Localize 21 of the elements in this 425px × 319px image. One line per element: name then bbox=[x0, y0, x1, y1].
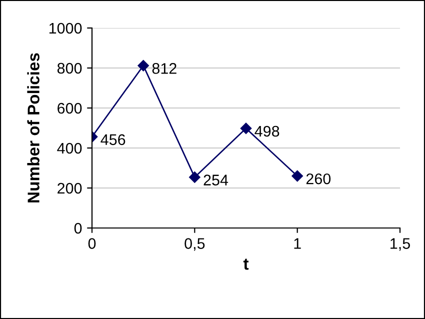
x-tick-label: 0 bbox=[88, 238, 96, 249]
point bbox=[292, 170, 303, 182]
point bbox=[138, 60, 149, 72]
x-axis-title: t bbox=[243, 258, 249, 270]
x-tick-label: 1 bbox=[294, 238, 301, 249]
y-tick-label: 200 bbox=[58, 182, 82, 194]
point bbox=[240, 122, 252, 134]
data-label: 812 bbox=[152, 63, 176, 74]
y-tick-label: 800 bbox=[57, 62, 82, 74]
y-tick-label: 1000 bbox=[49, 22, 82, 34]
data-label: 260 bbox=[306, 173, 331, 184]
y-axis-title: Number of Policies bbox=[27, 53, 40, 202]
x-tick-label: 0,5 bbox=[184, 238, 205, 251]
y-tick-label: 400 bbox=[57, 142, 82, 154]
point bbox=[189, 172, 200, 183]
data-label: 254 bbox=[204, 174, 228, 186]
data-label: 498 bbox=[254, 126, 280, 137]
data-label: 456 bbox=[100, 134, 126, 146]
y-tick-label: 600 bbox=[58, 102, 82, 114]
x-tick-label: 1,5 bbox=[390, 238, 410, 251]
y-tick-label: 0 bbox=[74, 222, 82, 234]
